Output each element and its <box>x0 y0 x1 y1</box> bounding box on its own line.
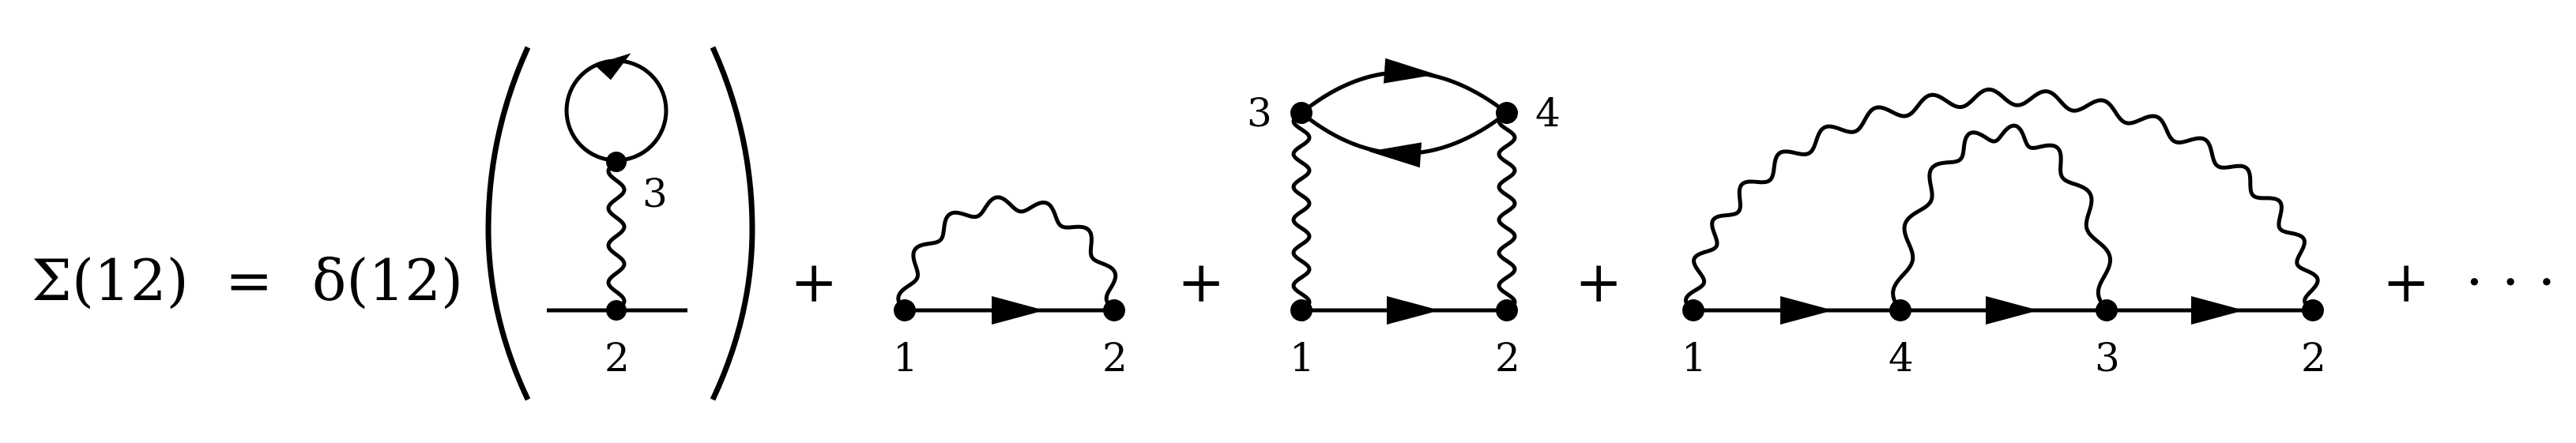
polarization-vertex-2 <box>1496 299 1518 321</box>
polarization-vertex-1 <box>1290 299 1312 321</box>
tadpole-vertex-2 <box>606 300 627 321</box>
ellipsis: · · · <box>2465 249 2555 315</box>
polarization-label-1: 1 <box>1290 335 1315 381</box>
left-parenthesis <box>485 46 531 401</box>
bubble-lower-arrow <box>1369 142 1422 168</box>
tadpole-label-2: 2 <box>604 335 630 381</box>
plus-sign-2: + <box>1177 249 1225 315</box>
plus-sign-4: + <box>2382 249 2430 315</box>
exchange-diagram: 1 2 <box>893 195 1128 381</box>
crossed-inner-wavy-arc <box>1891 123 2113 312</box>
exchange-label-2: 2 <box>1102 335 1128 381</box>
crossed-label-4: 4 <box>1889 335 1914 381</box>
bubble-upper-arrow <box>1383 58 1437 84</box>
delta-12-label: δ(12) <box>312 247 463 313</box>
plus-sign-1: + <box>790 249 838 315</box>
polarization-right-wavy-line <box>1497 111 1517 313</box>
tadpole-label-3: 3 <box>642 171 668 216</box>
tadpole-loop <box>564 58 668 163</box>
polarization-propagator-arrow <box>1387 296 1440 325</box>
crossed-arrow-3 <box>2191 296 2244 325</box>
crossed-label-1: 1 <box>1682 335 1707 381</box>
sigma-12-label: Σ(12) <box>32 247 189 313</box>
crossed-diagram: 1 4 3 2 <box>1682 87 2326 381</box>
tadpole-vertex-3 <box>606 152 627 172</box>
polarization-left-wavy-line <box>1291 111 1312 313</box>
crossed-arrow-1 <box>1780 296 1833 325</box>
polarization-diagram: 3 4 1 2 <box>1247 58 1561 381</box>
exchange-propagator-arrow <box>992 296 1045 325</box>
crossed-outer-wavy-arc <box>1683 87 2320 312</box>
polarization-vertex-4 <box>1496 102 1518 124</box>
polarization-label-3: 3 <box>1247 90 1272 136</box>
exchange-label-1: 1 <box>893 335 918 381</box>
crossed-arrow-2 <box>1986 296 2039 325</box>
polarization-label-2: 2 <box>1495 335 1520 381</box>
exchange-vertex-1 <box>894 299 916 321</box>
crossed-vertex-4 <box>1889 299 1911 321</box>
crossed-label-2: 2 <box>2301 335 2326 381</box>
plus-sign-3: + <box>1575 249 1622 315</box>
right-parenthesis <box>710 46 755 401</box>
crossed-vertex-3 <box>2096 299 2118 321</box>
crossed-label-3: 3 <box>2095 335 2120 381</box>
polarization-label-4: 4 <box>1535 90 1561 136</box>
exchange-vertex-2 <box>1103 299 1125 321</box>
crossed-vertex-2 <box>2302 299 2324 321</box>
tadpole-wavy-line <box>606 160 627 312</box>
tadpole-loop-arrow <box>593 53 631 81</box>
polarization-vertex-3 <box>1290 102 1312 124</box>
crossed-vertex-1 <box>1682 299 1704 321</box>
exchange-wavy-line <box>896 195 1118 312</box>
tadpole-diagram: 3 2 <box>547 53 687 381</box>
equals-sign: = <box>225 247 273 313</box>
